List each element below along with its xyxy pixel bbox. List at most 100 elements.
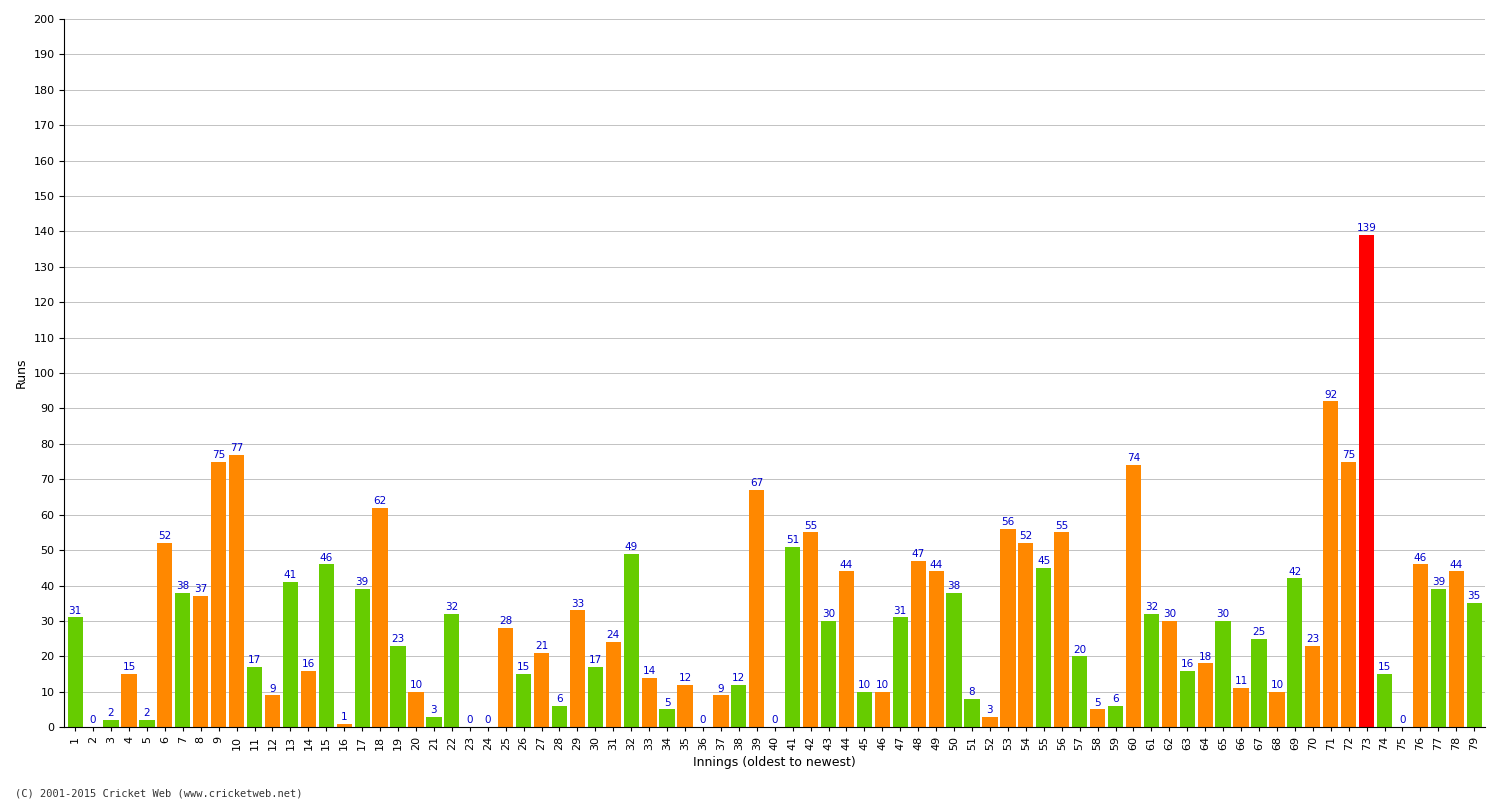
Text: 46: 46 — [320, 553, 333, 562]
Bar — [1000, 529, 1016, 727]
Text: 24: 24 — [606, 630, 619, 641]
Text: 21: 21 — [536, 641, 548, 651]
Bar — [426, 717, 441, 727]
Bar — [624, 554, 639, 727]
Bar — [1377, 674, 1392, 727]
Text: 5: 5 — [1095, 698, 1101, 708]
Text: 51: 51 — [786, 535, 800, 545]
Bar — [248, 667, 262, 727]
Bar — [68, 618, 82, 727]
Bar — [1108, 706, 1124, 727]
Bar — [748, 490, 765, 727]
Text: 77: 77 — [230, 442, 243, 453]
Text: 10: 10 — [858, 680, 871, 690]
Text: 23: 23 — [1306, 634, 1320, 644]
Text: 92: 92 — [1324, 390, 1338, 400]
Text: 16: 16 — [302, 658, 315, 669]
Bar — [1126, 465, 1142, 727]
Text: 11: 11 — [1234, 677, 1248, 686]
Text: 35: 35 — [1467, 591, 1480, 602]
Bar — [230, 454, 244, 727]
Bar — [1359, 235, 1374, 727]
Text: 30: 30 — [1162, 609, 1176, 619]
Text: 75: 75 — [1342, 450, 1356, 460]
Text: 74: 74 — [1126, 454, 1140, 463]
Bar — [336, 724, 352, 727]
Bar — [821, 621, 836, 727]
Bar — [1161, 621, 1178, 727]
Bar — [1431, 589, 1446, 727]
Text: 0: 0 — [484, 715, 490, 726]
Text: 0: 0 — [699, 715, 706, 726]
Bar — [839, 571, 854, 727]
Bar — [498, 628, 513, 727]
Text: 33: 33 — [572, 598, 584, 609]
Text: 0: 0 — [771, 715, 778, 726]
Bar — [1341, 462, 1356, 727]
Bar — [1054, 533, 1070, 727]
Text: 44: 44 — [930, 559, 944, 570]
Text: 6: 6 — [556, 694, 562, 704]
Bar — [660, 710, 675, 727]
Text: 39: 39 — [1431, 578, 1444, 587]
Bar — [176, 593, 190, 727]
Text: 52: 52 — [1019, 531, 1032, 542]
Text: 23: 23 — [392, 634, 405, 644]
X-axis label: Innings (oldest to newest): Innings (oldest to newest) — [693, 756, 856, 769]
Text: 12: 12 — [678, 673, 692, 683]
Text: 17: 17 — [248, 655, 261, 666]
Text: 31: 31 — [69, 606, 82, 616]
Bar — [1287, 578, 1302, 727]
Bar — [444, 614, 459, 727]
Bar — [642, 678, 657, 727]
Text: 0: 0 — [90, 715, 96, 726]
Text: 31: 31 — [894, 606, 908, 616]
Text: 39: 39 — [356, 578, 369, 587]
Bar — [964, 699, 980, 727]
Bar — [372, 508, 387, 727]
Bar — [1019, 543, 1034, 727]
Text: 18: 18 — [1198, 652, 1212, 662]
Bar — [1215, 621, 1230, 727]
Text: 44: 44 — [1449, 559, 1462, 570]
Text: 32: 32 — [1144, 602, 1158, 612]
Bar — [928, 571, 944, 727]
Bar — [390, 646, 405, 727]
Text: 52: 52 — [158, 531, 171, 542]
Bar — [354, 589, 370, 727]
Bar — [874, 692, 890, 727]
Text: 49: 49 — [624, 542, 638, 552]
Text: 12: 12 — [732, 673, 746, 683]
Text: 30: 30 — [1216, 609, 1230, 619]
Bar — [1323, 402, 1338, 727]
Text: 8: 8 — [969, 687, 975, 697]
Text: 28: 28 — [500, 616, 513, 626]
Bar — [982, 717, 998, 727]
Text: 15: 15 — [518, 662, 530, 672]
Text: 9: 9 — [717, 683, 724, 694]
Text: 5: 5 — [664, 698, 670, 708]
Bar — [606, 642, 621, 727]
Text: 30: 30 — [822, 609, 836, 619]
Text: 25: 25 — [1252, 627, 1266, 637]
Text: 46: 46 — [1414, 553, 1426, 562]
Y-axis label: Runs: Runs — [15, 358, 28, 388]
Bar — [284, 582, 298, 727]
Bar — [730, 685, 747, 727]
Bar — [910, 561, 926, 727]
Text: 56: 56 — [1002, 517, 1014, 527]
Text: 14: 14 — [642, 666, 656, 676]
Bar — [1413, 564, 1428, 727]
Text: 75: 75 — [211, 450, 225, 460]
Text: 15: 15 — [123, 662, 135, 672]
Bar — [211, 462, 226, 727]
Text: 45: 45 — [1036, 556, 1050, 566]
Text: 10: 10 — [410, 680, 423, 690]
Bar — [140, 720, 154, 727]
Text: 9: 9 — [268, 683, 276, 694]
Text: 62: 62 — [374, 496, 387, 506]
Bar — [588, 667, 603, 727]
Bar — [892, 618, 908, 727]
Bar — [1269, 692, 1284, 727]
Text: 2: 2 — [108, 708, 114, 718]
